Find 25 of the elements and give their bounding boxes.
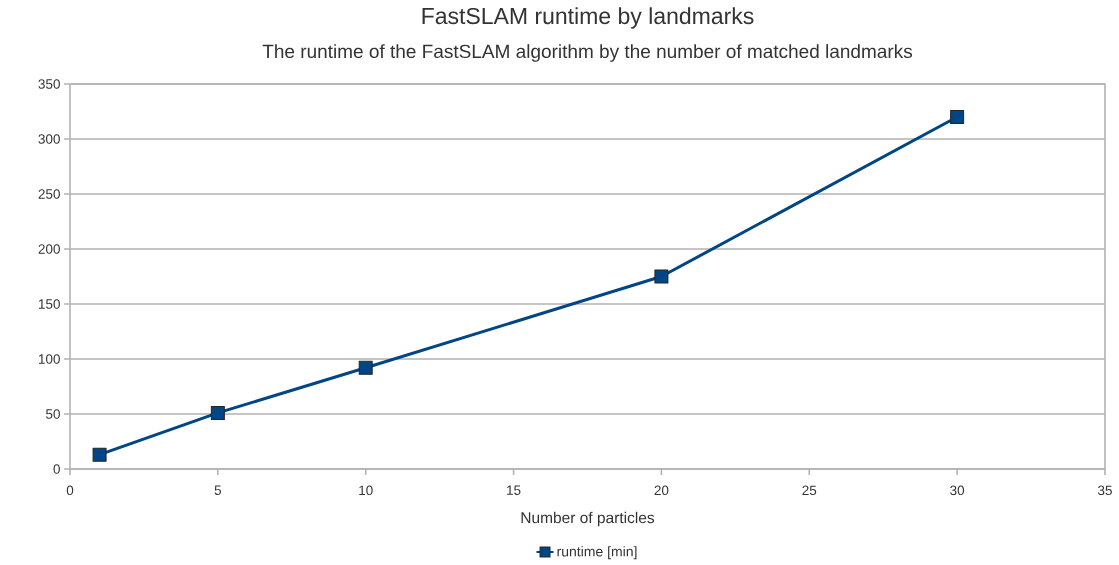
point (950, 110, 965, 124)
x-tick-label: 25 (802, 485, 817, 496)
x-tick-label: 10 (359, 485, 373, 496)
y-tick-label: 350 (38, 79, 60, 89)
y-tick-label: 300 (38, 134, 60, 144)
x-tick-label: 30 (950, 485, 965, 496)
chart-subtitle: The runtime of the FastSLAM algorithm by the number of matched landmarks (262, 44, 912, 62)
point (210, 405, 225, 420)
point (358, 360, 373, 375)
point (654, 269, 669, 284)
x-axis-title: Number of particles (521, 511, 655, 527)
y-tick-label: 0 (53, 464, 60, 474)
x-tick-label: 5 (214, 485, 222, 495)
x-tick-label: 35 (1097, 485, 1112, 496)
legend-label: runtime [min] (557, 546, 637, 560)
y-tick-label: 150 (38, 299, 60, 309)
y-tick-label: 100 (38, 354, 60, 364)
y-tick-label: 50 (45, 409, 60, 419)
x-tick-label: 0 (66, 485, 74, 496)
x-tick-label: 20 (654, 485, 669, 496)
y-tick-label: 250 (38, 189, 60, 199)
point (92, 447, 107, 462)
y-tick-label: 200 (38, 244, 60, 254)
chart-title: FastSLAM runtime by landmarks (422, 7, 754, 29)
x-tick-label: 15 (507, 485, 521, 495)
